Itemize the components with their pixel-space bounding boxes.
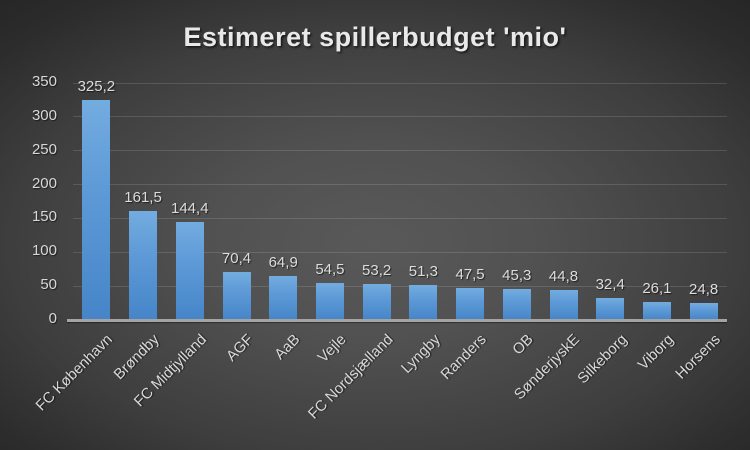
bar-value-label: 51,3: [408, 263, 438, 281]
x-axis-category-label: AGF: [222, 331, 257, 365]
y-gridline: [73, 82, 727, 84]
x-axis-category-label: Viborg: [634, 331, 677, 374]
bar-value-label: 64,9: [268, 254, 298, 272]
bar-AGF: [222, 272, 251, 320]
x-axis-category-label: Horsens: [672, 331, 724, 383]
y-axis-tick-label: 300: [31, 106, 57, 124]
y-gridline: [73, 285, 727, 287]
x-axis-category-label: Vejle: [314, 331, 350, 367]
x-axis-category-label: OB: [509, 331, 537, 359]
y-gridline: [73, 116, 727, 118]
y-gridline: [73, 251, 727, 253]
x-axis-category-label: Randers: [437, 331, 491, 384]
bar-OB: [502, 289, 531, 320]
bar-value-label: 47,5: [455, 265, 485, 283]
bar-value-label: 70,4: [221, 250, 252, 268]
bar-Silkeborg: [596, 298, 625, 320]
bar-Vejle: [315, 283, 344, 320]
bar-value-label: 32,4: [595, 276, 625, 294]
y-gridline: [73, 150, 727, 152]
bar-FC København: [82, 99, 111, 320]
bar-value-label: 24,8: [689, 281, 719, 299]
x-axis-line: [67, 319, 727, 322]
bar-AaB: [269, 276, 298, 320]
y-axis-tick-label: 200: [31, 174, 57, 192]
x-axis-category-label: FC Nordsjælland: [305, 331, 397, 423]
y-gridline: [73, 217, 727, 219]
y-axis-tick-label: 250: [31, 140, 57, 158]
bar-Horsens: [689, 303, 718, 320]
bar-Lyngby: [409, 285, 438, 320]
bar-Brøndby: [129, 210, 158, 320]
y-axis-tick-label: 50: [40, 276, 57, 294]
x-axis-category-label: Lyngby: [397, 331, 444, 377]
y-axis-tick-label: 0: [48, 310, 57, 327]
bar-value-label: 54,5: [315, 261, 345, 279]
y-gridline: [73, 184, 727, 186]
y-axis-tick-label: 350: [31, 73, 57, 90]
bar-FC Nordsjælland: [362, 283, 391, 320]
bar-value-label: 26,1: [642, 280, 672, 298]
y-axis-tick-label: 150: [31, 208, 57, 226]
bar-Randers: [456, 287, 485, 320]
bar-SønderjyskE: [549, 289, 578, 320]
bar-value-label: 44,8: [548, 267, 579, 285]
x-axis-category-label: FC København: [33, 331, 117, 415]
bar-Viborg: [642, 302, 671, 320]
chart-title: Estimeret spillerbudget 'mio': [183, 22, 567, 52]
bar-value-label: 45,3: [502, 267, 532, 285]
bar-value-label: 161,5: [124, 188, 162, 206]
x-axis-category-label: Silkeborg: [573, 331, 631, 388]
x-axis-category-label: AaB: [271, 331, 304, 364]
y-axis-tick-label: 100: [31, 242, 57, 260]
bar-FC Midtjylland: [175, 222, 204, 320]
bar-value-label: 144,4: [171, 200, 209, 218]
bar-value-label: 325,2: [77, 77, 116, 95]
bar-value-label: 53,2: [362, 261, 392, 279]
